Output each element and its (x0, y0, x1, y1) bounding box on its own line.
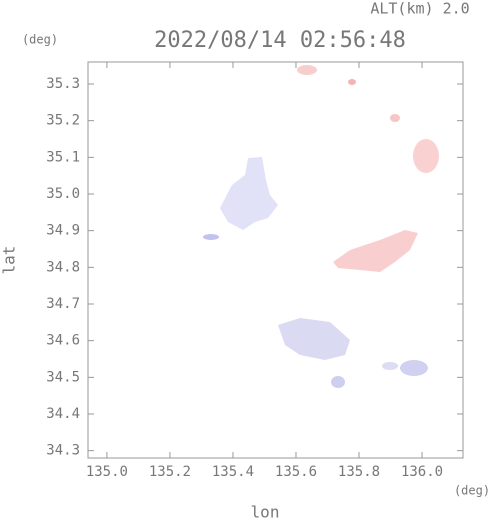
y-tick-label: 35.0 (46, 186, 80, 202)
chart-title: 2022/08/14 02:56:48 (154, 28, 406, 53)
y-tick-label: 35.3 (46, 76, 80, 92)
y-tick-label: 34.5 (46, 369, 80, 385)
y-tick-label: 35.2 (46, 113, 80, 129)
x-axis-label: lon (251, 503, 280, 521)
y-tick-label: 34.9 (46, 223, 80, 239)
y-tick-label: 34.3 (46, 443, 80, 459)
x-tick-label: 135.4 (212, 464, 254, 480)
x-tick-label: 135.6 (275, 464, 317, 480)
echoes (203, 65, 439, 388)
x-tick-label: 135.8 (338, 464, 380, 480)
y-unit: (deg) (22, 33, 58, 47)
y-tick-label: 34.6 (46, 333, 80, 349)
x-tick-label: 135.0 (86, 464, 128, 480)
plot-frame (87, 61, 464, 459)
x-tick-label: 136.0 (401, 464, 443, 480)
x-tick-label: 135.2 (149, 464, 191, 480)
y-tick-label: 34.7 (46, 296, 80, 312)
y-tick-label: 34.8 (46, 259, 80, 275)
y-axis-label: lat (0, 246, 19, 275)
subtitle: ALT(km) 2.0 (370, 0, 469, 18)
y-tick-label: 35.1 (46, 149, 80, 165)
y-tick-label: 34.4 (46, 406, 80, 422)
x-unit: (deg) (454, 484, 490, 498)
